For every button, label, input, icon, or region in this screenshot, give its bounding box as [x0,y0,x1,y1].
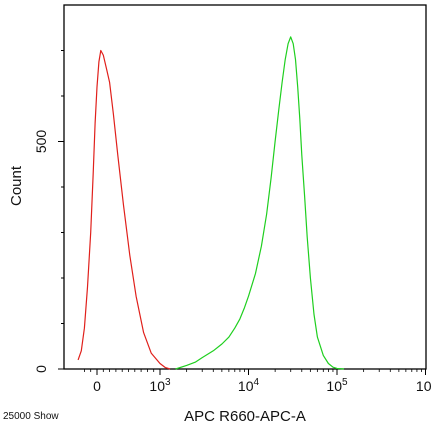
histogram-series-1 [77,49,171,370]
plot-content [77,36,345,370]
y-axis-title: Count [8,165,25,206]
x-axis-ticks: 0 103 104 105 10 [84,369,432,394]
x-tick-label: 104 [238,377,260,394]
y-tick-label: 0 [33,365,49,373]
histogram-series-2 [175,36,345,370]
x-tick-label: 0 [93,378,101,394]
x-tick-label: 10 [416,378,432,394]
y-axis-ticks: 0 500 [33,50,64,373]
footer-note: 25000 Show [3,411,59,422]
plot-frame [63,4,427,370]
x-axis-title: APC R660-APC-A [184,408,306,425]
x-tick-label: 103 [149,377,171,394]
y-tick-label: 500 [33,130,49,154]
x-tick-label: 105 [326,377,348,394]
